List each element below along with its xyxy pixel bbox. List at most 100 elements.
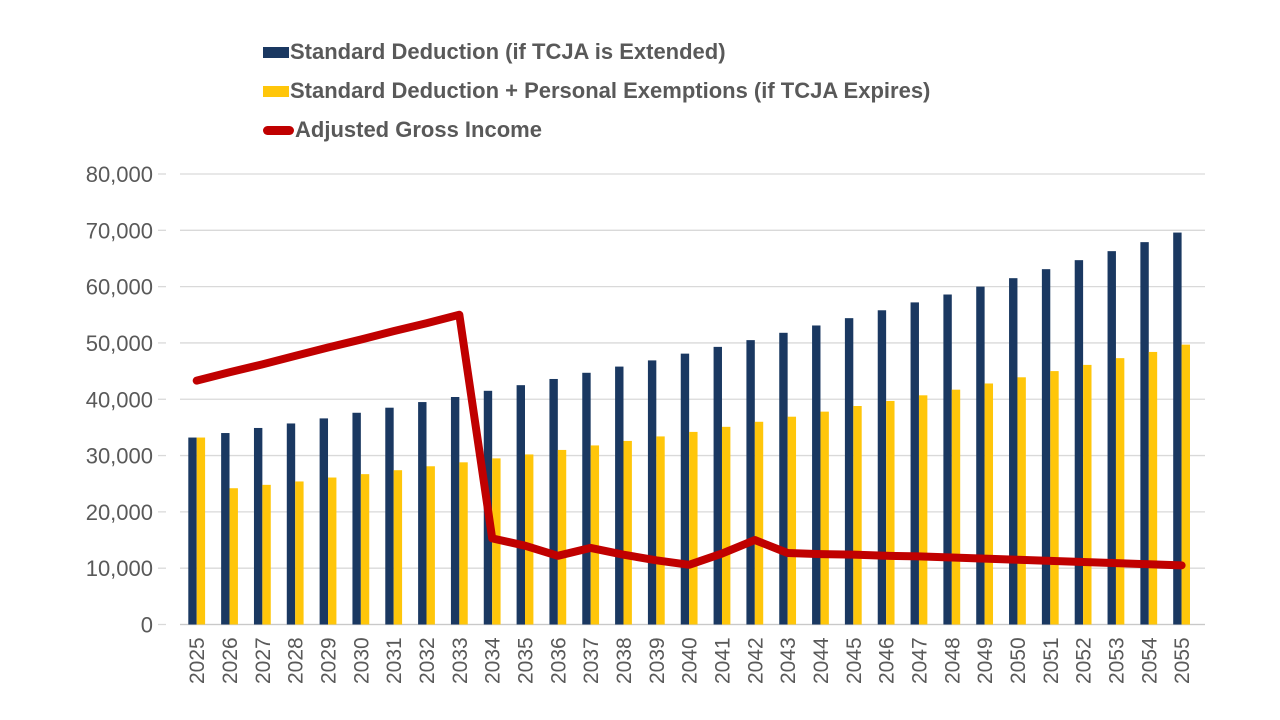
- x-axis-label: 2033: [449, 637, 472, 684]
- x-axis-label: 2028: [285, 637, 308, 684]
- bar-sd-expires: [426, 466, 435, 625]
- x-axis-label: 2037: [580, 637, 603, 684]
- x-axis-label: 2027: [252, 637, 275, 684]
- bar-sd-expires: [623, 440, 632, 625]
- x-axis-label: 2047: [908, 637, 931, 684]
- legend-label-sd-extended: Standard Deduction (if TCJA is Extended): [290, 39, 726, 64]
- bar-sd-extended: [910, 302, 919, 625]
- agi-line: [192, 310, 1186, 570]
- bar-sd-expires: [1017, 377, 1026, 625]
- bar-sd-expires: [721, 426, 731, 625]
- bar-sd-expires: [360, 474, 370, 625]
- x-axis-label: 2026: [219, 637, 242, 684]
- x-axis-label: 2048: [941, 637, 964, 684]
- bar-sd-extended: [352, 412, 361, 625]
- bar-sd-extended: [418, 402, 427, 625]
- bar-sd-extended: [286, 423, 296, 625]
- bar-sd-expires: [656, 436, 665, 625]
- bar-sd-expires: [1083, 364, 1092, 625]
- x-axis-label: 2029: [318, 637, 341, 684]
- bar-sd-extended: [844, 318, 854, 625]
- bar-sd-expires: [1181, 344, 1190, 625]
- bar-sd-extended: [976, 286, 985, 625]
- legend-swatch-navy: [263, 46, 289, 58]
- y-axis-label: 40,000: [86, 387, 153, 412]
- x-axis-label: 2055: [1171, 637, 1194, 684]
- bar-sd-extended: [319, 418, 329, 625]
- bar-sd-extended: [385, 407, 394, 625]
- x-axis-label: 2053: [1105, 637, 1128, 684]
- bar-sd-expires: [590, 445, 600, 625]
- x-axis-label: 2054: [1138, 637, 1161, 684]
- bar-sd-extended: [221, 433, 230, 625]
- y-axis-label: 0: [141, 613, 153, 638]
- x-axis-label: 2052: [1073, 637, 1096, 684]
- bar-sd-extended: [1140, 242, 1149, 625]
- bar-sd-extended: [812, 325, 821, 625]
- x-axis-label: 2034: [482, 637, 505, 684]
- x-axis-label: 2051: [1040, 637, 1063, 684]
- bar-sd-extended: [1041, 269, 1051, 625]
- bar-sd-expires: [295, 481, 304, 625]
- bar-sd-extended: [549, 378, 558, 625]
- x-axis-label: 2045: [843, 637, 866, 684]
- x-axis-label: 2042: [744, 637, 767, 684]
- y-axis-label: 10,000: [86, 556, 153, 581]
- x-axis-label: 2041: [711, 637, 734, 684]
- bar-sd-extended: [746, 340, 755, 625]
- bar-sd-expires: [196, 437, 206, 625]
- y-axis-label: 70,000: [86, 218, 153, 243]
- bar-sd-extended: [713, 346, 722, 625]
- bar-sd-extended: [647, 360, 657, 625]
- bar-sd-expires: [984, 383, 994, 625]
- bar-sd-extended: [188, 437, 197, 625]
- y-axis-label: 60,000: [86, 275, 153, 300]
- bar-sd-extended: [516, 385, 525, 625]
- x-axis-label: 2030: [350, 637, 373, 684]
- bar-sd-extended: [1173, 232, 1182, 625]
- y-axis-label: 30,000: [86, 444, 153, 469]
- bar-sd-extended: [943, 294, 952, 625]
- bar-sd-extended: [779, 332, 788, 625]
- bar-sd-extended: [680, 353, 690, 625]
- bar-sd-expires: [787, 416, 797, 625]
- x-axis-label: 2035: [515, 637, 538, 684]
- x-axis-label: 2040: [679, 637, 702, 684]
- bar-sd-extended: [615, 366, 624, 625]
- bar-sd-expires: [393, 470, 403, 625]
- legend-label-agi: Adjusted Gross Income: [295, 117, 542, 142]
- bar-sd-extended: [253, 427, 263, 625]
- bar-sd-expires: [689, 431, 698, 625]
- bar-sd-expires: [229, 488, 238, 625]
- bar-sd-expires: [820, 411, 829, 625]
- legend-label-sd-expires: Standard Deduction + Personal Exemptions…: [290, 78, 931, 103]
- x-axis-label: 2031: [383, 637, 406, 684]
- y-axis-label: 50,000: [86, 331, 153, 356]
- x-axis-label: 2032: [416, 637, 439, 684]
- bar-sd-extended: [877, 310, 887, 625]
- x-axis-label: 2038: [613, 637, 636, 684]
- x-axis-label: 2036: [547, 637, 570, 684]
- bar-sd-expires: [328, 477, 337, 625]
- x-axis-label: 2049: [974, 637, 997, 684]
- bar-sd-expires: [853, 406, 862, 625]
- x-axis-label: 2044: [810, 637, 833, 684]
- y-axis-label: 80,000: [86, 162, 153, 187]
- x-axis-label: 2046: [876, 637, 899, 684]
- bar-sd-expires: [886, 400, 895, 625]
- legend-swatch-red-line: [263, 125, 294, 135]
- bar-sd-extended: [1074, 260, 1084, 625]
- y-axis-label: 20,000: [86, 500, 153, 525]
- bar-sd-expires: [262, 484, 271, 625]
- bar-sd-expires: [951, 389, 961, 625]
- x-axis-label: 2050: [1007, 637, 1030, 684]
- legend-item-sd-extended: Standard Deduction (if TCJA is Extended): [263, 39, 930, 65]
- bar-sd-expires: [754, 421, 764, 625]
- legend: Standard Deduction (if TCJA is Extended)…: [263, 39, 930, 156]
- bar-sd-extended: [582, 372, 591, 625]
- x-axis-label: 2025: [186, 637, 209, 684]
- bar-sd-expires: [1148, 351, 1158, 625]
- bar-sd-extended: [450, 396, 460, 625]
